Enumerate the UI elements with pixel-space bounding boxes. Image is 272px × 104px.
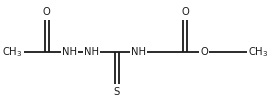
Text: NH: NH	[84, 47, 99, 57]
Text: O: O	[200, 47, 208, 57]
Text: NH: NH	[131, 47, 146, 57]
Text: NH: NH	[62, 47, 77, 57]
Text: S: S	[114, 87, 120, 97]
Text: CH$_3$: CH$_3$	[2, 45, 23, 59]
Text: O: O	[181, 7, 189, 17]
Text: O: O	[43, 7, 51, 17]
Text: CH$_3$: CH$_3$	[248, 45, 268, 59]
